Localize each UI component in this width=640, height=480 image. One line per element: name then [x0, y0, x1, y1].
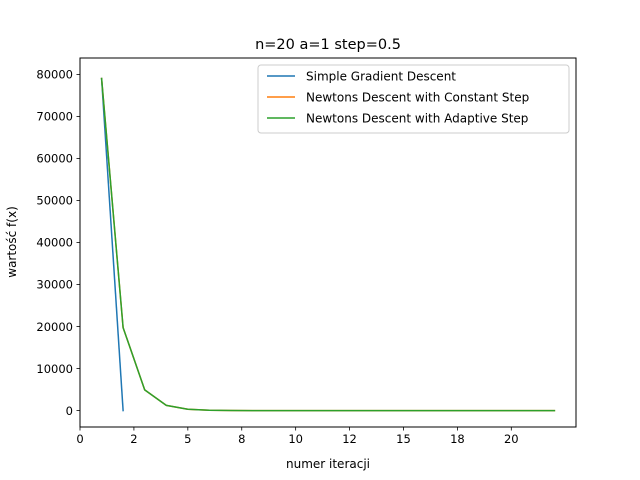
chart-title: n=20 a=1 step=0.5 [255, 37, 401, 53]
legend: Simple Gradient Descent Newtons Descent w… [257, 64, 570, 134]
y-tick-label: 60000 [36, 152, 73, 166]
y-tick-label: 0 [66, 404, 73, 418]
x-tick-label: 18 [450, 432, 465, 446]
y-tick-label: 70000 [36, 110, 73, 124]
x-tick-label: 12 [342, 432, 357, 446]
x-tick-label: 5 [184, 432, 191, 446]
series-line-simple-gradient-descent [100, 77, 124, 412]
x-tick-label: 0 [76, 432, 83, 446]
legend-box [257, 64, 570, 134]
y-tick-label: 80000 [36, 68, 73, 82]
legend-label-simple-gradient-descent: Simple Gradient Descent [306, 70, 456, 84]
x-axis-ticks: 0 2 5 8 10 12 15 18 20 [76, 427, 519, 446]
x-tick-label: 8 [238, 432, 245, 446]
legend-label-newtons-descent-with-adaptive-step: Newtons Descent with Adaptive Step [306, 112, 528, 126]
x-tick-label: 15 [396, 432, 411, 446]
legend-label-newtons-descent-with-constant-step: Newtons Descent with Constant Step [306, 91, 529, 105]
y-tick-label: 20000 [36, 320, 73, 334]
y-axis-ticks: 0 10000 20000 30000 40000 50000 60000 70000 8000… [36, 68, 80, 418]
x-tick-label: 10 [288, 432, 303, 446]
series-line-newtons-descent-with-adaptive-step [100, 77, 556, 412]
x-axis-label: numer iteracji [286, 457, 370, 471]
y-tick-label: 50000 [36, 194, 73, 208]
y-axis-label: wartość f(x) [5, 206, 19, 278]
y-tick-label: 10000 [36, 362, 73, 376]
x-tick-label: 20 [504, 432, 519, 446]
x-tick-label: 2 [130, 432, 137, 446]
series-layer [100, 77, 556, 412]
y-tick-label: 30000 [36, 278, 73, 292]
y-tick-label: 40000 [36, 236, 73, 250]
legend-entries: Simple Gradient Descent Newtons Descent w… [267, 70, 529, 126]
